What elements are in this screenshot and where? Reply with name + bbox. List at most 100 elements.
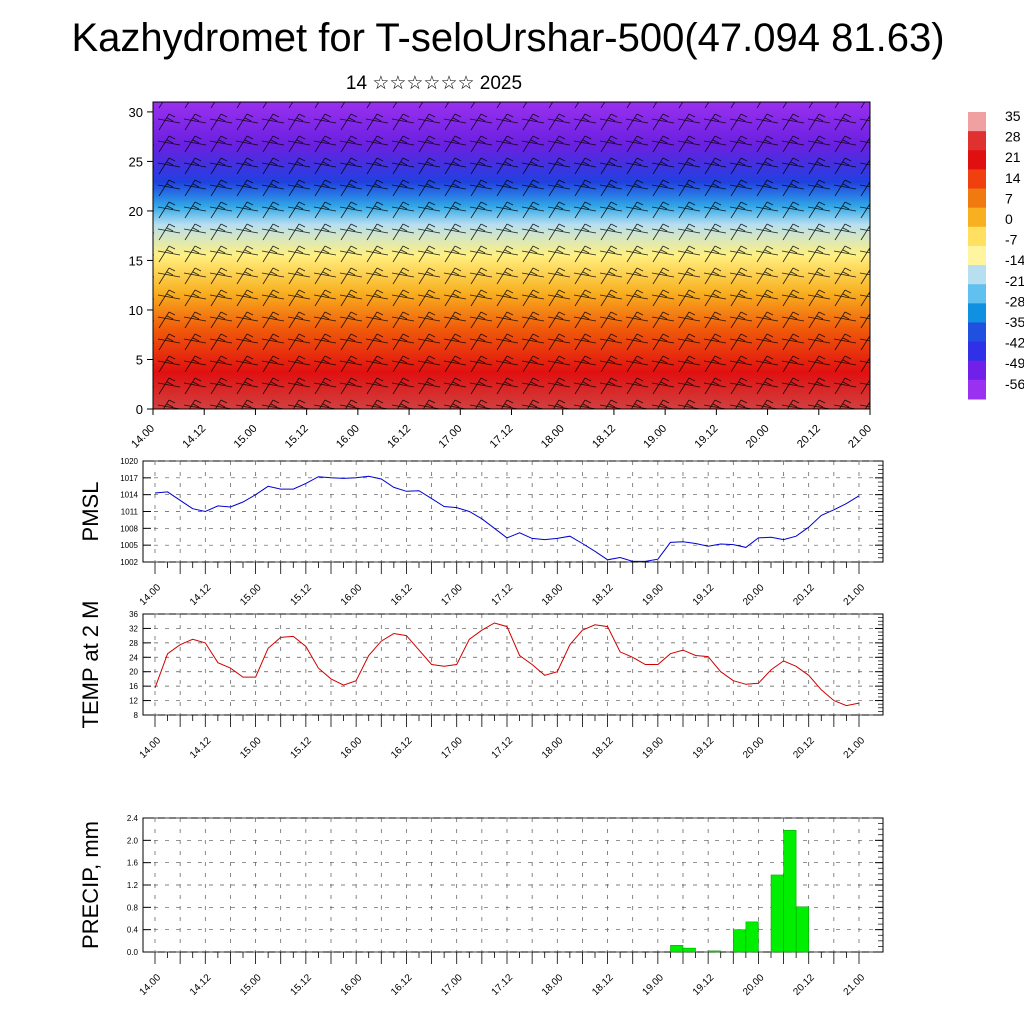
x-tick-label: 18.00 bbox=[540, 972, 566, 998]
x-tick-label: 20.12 bbox=[795, 423, 823, 451]
colorbar-segment bbox=[968, 265, 986, 285]
colorbar-label: 7 bbox=[1005, 190, 1013, 206]
colorbar-segment bbox=[968, 379, 986, 400]
y-tick-label: 10 bbox=[129, 303, 143, 318]
x-tick-label: 15.00 bbox=[238, 735, 264, 761]
x-tick-label: 18.00 bbox=[539, 423, 567, 451]
y-tick-label: 24 bbox=[129, 653, 138, 662]
x-tick-label: 17.00 bbox=[436, 423, 464, 451]
x-tick-label: 14.12 bbox=[188, 735, 214, 761]
y-tick-label: 2.4 bbox=[127, 814, 139, 823]
colorbar-label: -21 bbox=[1005, 273, 1024, 289]
y-tick-label: 0.0 bbox=[127, 948, 139, 957]
x-tick-label: 19.12 bbox=[691, 582, 717, 608]
y-tick-label: 15 bbox=[129, 253, 143, 268]
y-tick-label: 16 bbox=[129, 682, 138, 691]
x-tick-label: 14.00 bbox=[129, 423, 157, 451]
x-tick-label: 17.12 bbox=[490, 972, 516, 998]
x-tick-label: 19.00 bbox=[641, 735, 667, 761]
y-tick-label: 1017 bbox=[120, 474, 138, 483]
x-tick-label: 21.00 bbox=[842, 735, 868, 761]
precip-bar bbox=[707, 950, 721, 953]
colorbar-label: -56 bbox=[1005, 376, 1024, 392]
x-tick-label: 16.12 bbox=[389, 735, 415, 761]
x-tick-label: 16.00 bbox=[334, 423, 362, 451]
x-tick-label: 16.00 bbox=[339, 972, 365, 998]
x-tick-label: 19.00 bbox=[641, 423, 669, 451]
y-tick-label: 30 bbox=[129, 105, 143, 120]
chart-subtitle: 14 ☆☆☆☆☆☆ 2025 bbox=[345, 73, 523, 94]
x-tick-label: 20.12 bbox=[791, 972, 817, 998]
pmsl-panel: 1020 1017 1014 1011 1008 1005 1002 14.00 14.12 15… bbox=[78, 457, 884, 608]
wind-temperature-panel: 0 5 10 15 20 25 30 14.00 14.12 15.00 15.12 16.00 16.… bbox=[129, 101, 874, 451]
x-tick-label: 15.12 bbox=[289, 972, 315, 998]
x-tick-label: 14.00 bbox=[138, 972, 164, 998]
colorbar-segment bbox=[968, 169, 986, 190]
x-tick-label: 14.00 bbox=[138, 735, 164, 761]
y-tick-label: 0.4 bbox=[127, 926, 139, 935]
x-tick-label: 18.12 bbox=[590, 735, 616, 761]
y-tick-label: 32 bbox=[129, 624, 138, 633]
x-tick-label: 19.00 bbox=[641, 972, 667, 998]
x-tick-label: 14.12 bbox=[180, 423, 208, 451]
colorbar-label: 0 bbox=[1005, 211, 1013, 227]
x-tick-label: 15.00 bbox=[238, 582, 264, 608]
colorbar-label: 21 bbox=[1005, 149, 1021, 165]
x-tick-label: 17.00 bbox=[439, 735, 465, 761]
x-tick-label: 15.12 bbox=[289, 582, 315, 608]
precip-bar bbox=[682, 947, 696, 953]
x-tick-label: 19.00 bbox=[641, 582, 667, 608]
y-tick-label: 0 bbox=[136, 402, 143, 417]
x-tick-label: 18.12 bbox=[590, 582, 616, 608]
y-tick-label: 1.2 bbox=[127, 881, 139, 890]
x-tick-label: 18.12 bbox=[590, 972, 616, 998]
colorbar-segment bbox=[968, 284, 986, 304]
colorbar-label: -35 bbox=[1005, 314, 1024, 330]
x-tick-label: 19.12 bbox=[691, 972, 717, 998]
x-tick-label: 18.00 bbox=[540, 582, 566, 608]
x-tick-label: 18.12 bbox=[590, 423, 618, 451]
colorbar-segment bbox=[968, 360, 986, 381]
x-tick-label: 14.00 bbox=[138, 582, 164, 608]
y-tick-label: 36 bbox=[129, 610, 138, 619]
x-tick-label: 20.00 bbox=[741, 972, 767, 998]
colorbar-label: -7 bbox=[1005, 232, 1018, 248]
y-tick-label: 1005 bbox=[120, 541, 138, 550]
series-line bbox=[154, 475, 860, 562]
y-tick-label: 28 bbox=[129, 639, 138, 648]
chart-title: Kazhydromet for T-seloUrshar-500(47.094 … bbox=[71, 16, 945, 60]
y-tick-label: 1002 bbox=[120, 558, 138, 567]
x-tick-label: 17.12 bbox=[490, 582, 516, 608]
x-tick-label: 20.12 bbox=[791, 735, 817, 761]
precip-bar bbox=[783, 830, 797, 953]
y-tick-label: 2.0 bbox=[127, 836, 139, 845]
x-tick-label: 20.00 bbox=[741, 735, 767, 761]
x-tick-label: 15.12 bbox=[283, 423, 311, 451]
precip-bar bbox=[670, 945, 684, 953]
x-tick-label: 16.12 bbox=[389, 582, 415, 608]
x-tick-label: 18.00 bbox=[540, 735, 566, 761]
x-tick-label: 20.12 bbox=[791, 582, 817, 608]
x-tick-label: 17.00 bbox=[439, 582, 465, 608]
x-tick-label: 16.12 bbox=[385, 423, 413, 451]
x-tick-label: 21.00 bbox=[842, 582, 868, 608]
x-tick-label: 16.00 bbox=[339, 735, 365, 761]
x-tick-label: 21.00 bbox=[842, 972, 868, 998]
x-tick-label: 17.00 bbox=[439, 972, 465, 998]
x-tick-label: 14.12 bbox=[188, 972, 214, 998]
y-tick-label: 5 bbox=[136, 352, 143, 367]
x-tick-label: 19.12 bbox=[691, 735, 717, 761]
x-tick-label: 20.00 bbox=[741, 582, 767, 608]
precip-bar bbox=[770, 874, 784, 953]
colorbar-label: 28 bbox=[1005, 129, 1021, 145]
y-tick-label: 25 bbox=[129, 154, 143, 169]
colorbar-segment bbox=[968, 188, 986, 209]
colorbar-label: -49 bbox=[1005, 355, 1024, 371]
y-tick-label: 1020 bbox=[120, 457, 138, 466]
y-tick-label: 20 bbox=[129, 668, 138, 677]
y-tick-label: 1014 bbox=[120, 491, 138, 500]
colorbar-label: -14 bbox=[1005, 252, 1024, 268]
y-tick-label: 8 bbox=[134, 711, 139, 720]
wind-barbs bbox=[153, 102, 870, 409]
